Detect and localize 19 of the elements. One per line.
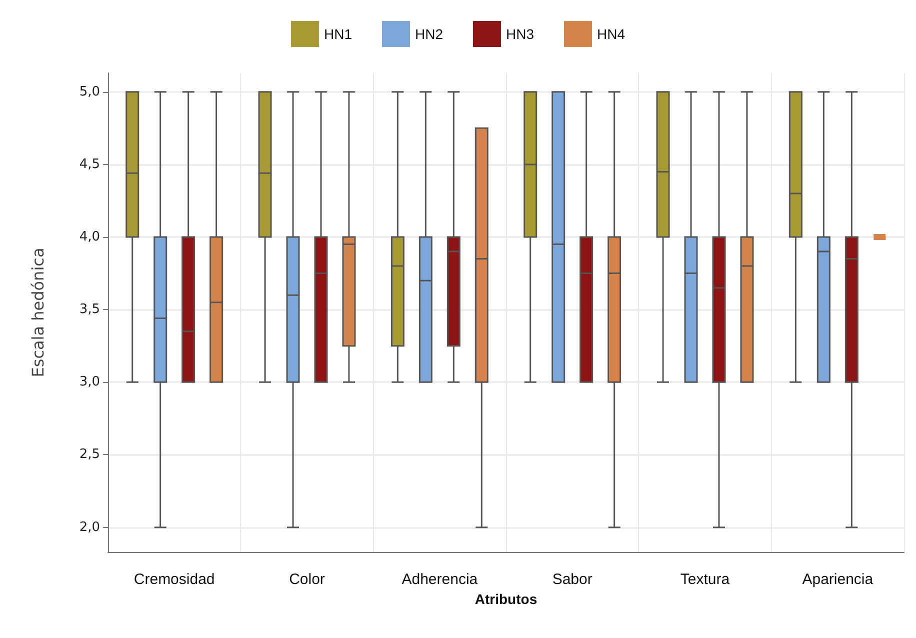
y-tick-label: 2,0 [79, 520, 100, 535]
y-tick-label: 5,0 [79, 84, 100, 100]
x-tick-label: Textura [680, 571, 730, 588]
y-axis-title: Escala hedónica [28, 248, 48, 378]
legend-label: HN3 [506, 26, 534, 42]
x-tick-label: Adherencia [402, 571, 478, 588]
x-tick-label: Cremosidad [134, 571, 215, 588]
x-tick-label: Apariencia [802, 571, 874, 588]
y-tick-label: 4,0 [79, 230, 100, 245]
y-tick-label: 4,5 [79, 156, 100, 172]
x-tick-label: Color [289, 571, 325, 588]
y-tick-label: 2,5 [79, 447, 100, 462]
legend-label: HN2 [414, 26, 444, 42]
y-tick-label: 3,5 [79, 302, 100, 318]
y-tick-label: 3,0 [79, 374, 100, 390]
legend-label: HN4 [597, 26, 626, 42]
legend-label: HN1 [324, 26, 352, 42]
x-tick-label: Sabor [552, 571, 592, 588]
x-axis-title: Atributos [474, 591, 538, 607]
